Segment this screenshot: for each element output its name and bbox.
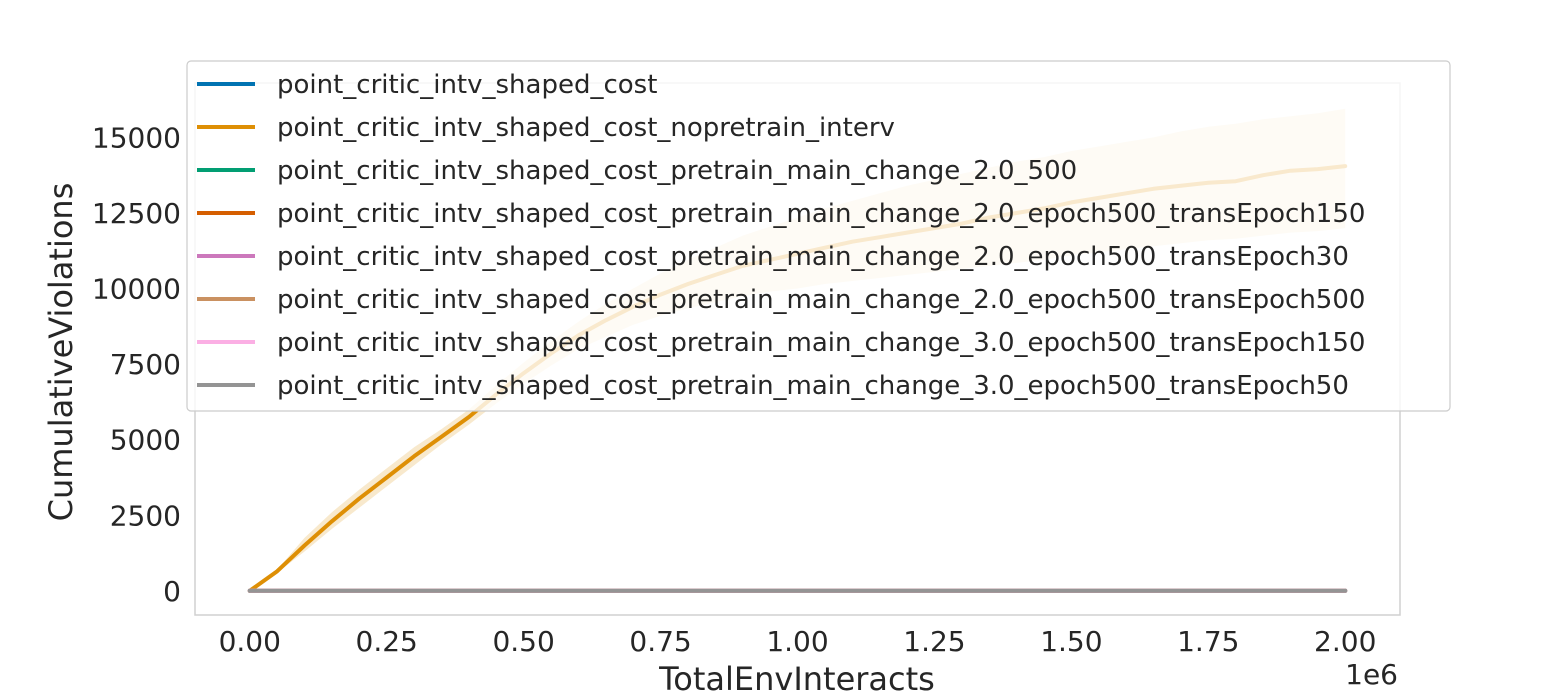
y-axis-label: CumulativeViolations: [42, 183, 80, 522]
legend-label: point_critic_intv_shaped_cost_pretrain_m…: [277, 285, 1365, 315]
x-tick-label: 0.75: [629, 625, 691, 658]
legend: point_critic_intv_shaped_cost point_criti…: [186, 60, 1451, 412]
legend-label: point_critic_intv_shaped_cost_pretrain_m…: [277, 199, 1365, 229]
legend-label: point_critic_intv_shaped_cost_pretrain_m…: [277, 328, 1365, 358]
x-tick-label: 1.50: [1040, 625, 1102, 658]
x-tick-labels: 0.00 0.25 0.50 0.75 1.00 1.25 1.50 1.75 2.00: [219, 625, 1377, 658]
legend-label: point_critic_intv_shaped_cost_nopretrain…: [277, 113, 895, 143]
legend-frame: [186, 60, 1451, 412]
x-tick-label: 0.25: [356, 625, 418, 658]
x-tick-label: 1.75: [1177, 625, 1239, 658]
legend-label: point_critic_intv_shaped_cost_pretrain_m…: [277, 371, 1349, 401]
x-tick-label: 0.00: [219, 625, 281, 658]
x-axis-offset-label: 1e6: [1345, 658, 1398, 691]
y-tick-labels: 0 2500 5000 7500 10000 12500 15000: [92, 121, 181, 607]
x-tick-label: 2.00: [1314, 625, 1376, 658]
legend-label: point_critic_intv_shaped_cost_pretrain_m…: [277, 242, 1349, 272]
x-tick-label: 0.50: [492, 625, 554, 658]
x-tick-label: 1.25: [903, 625, 965, 658]
x-axis-label: TotalEnvInteracts: [658, 660, 935, 692]
legend-label: point_critic_intv_shaped_cost_pretrain_m…: [277, 156, 1077, 186]
y-tick-label: 15000: [92, 121, 181, 154]
y-tick-label: 10000: [92, 273, 181, 306]
y-tick-label: 0: [163, 575, 181, 608]
x-tick-label: 1.00: [766, 625, 828, 658]
legend-entries: point_critic_intv_shaped_cost point_criti…: [197, 70, 1365, 401]
y-tick-label: 7500: [110, 348, 181, 381]
y-tick-label: 5000: [110, 424, 181, 457]
y-tick-label: 2500: [110, 499, 181, 532]
y-tick-label: 12500: [92, 197, 181, 230]
legend-label: point_critic_intv_shaped_cost: [277, 70, 657, 100]
